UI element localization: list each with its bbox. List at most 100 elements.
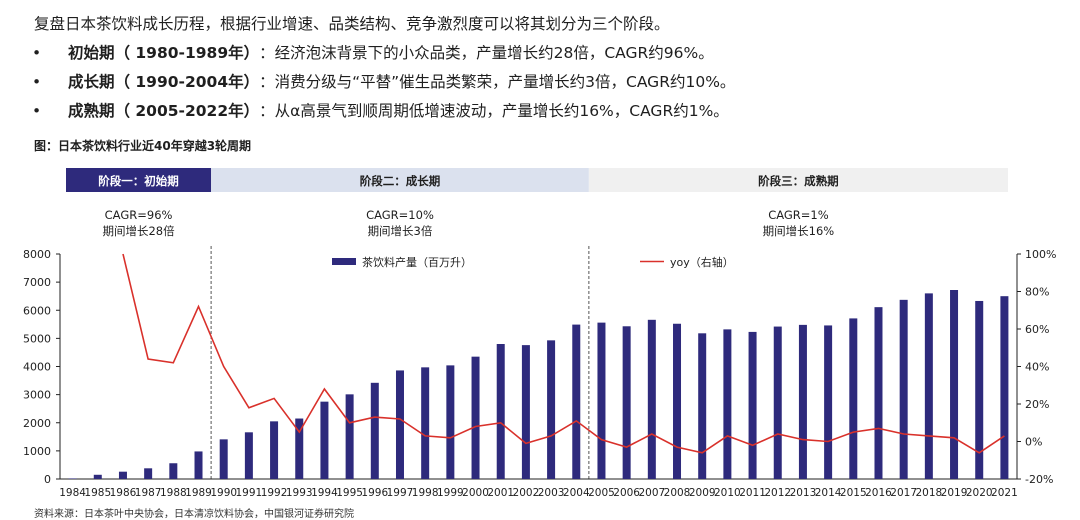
bar-1998 [421, 367, 430, 479]
x-tick-label: 2003 [538, 487, 565, 499]
bar-2019 [950, 290, 959, 479]
x-tick-label: 2018 [915, 487, 942, 499]
stage-band-2 [211, 168, 589, 192]
stage-label: 阶段三：成熟期 [758, 174, 839, 188]
x-tick-label: 2012 [764, 487, 791, 499]
stage-cagr-label: CAGR=10% [366, 208, 434, 222]
x-tick-label: 1987 [135, 487, 162, 499]
x-tick-label: 1996 [361, 487, 388, 499]
bullet-head: 成熟期（ 2005-2022年） [68, 102, 260, 120]
y-right-tick-label: 60% [1025, 323, 1049, 336]
yoy-line [122, 253, 1005, 454]
bullet-item-2: • 成长期（ 1990-2004年） ：消费分级与“平替”催生品类繁荣，产量增长… [32, 68, 735, 97]
stage-cagr-label: CAGR=1% [768, 208, 829, 222]
y-left-tick-label: 2000 [23, 417, 51, 430]
y-left-tick-label: 3000 [23, 389, 51, 402]
x-tick-label: 1995 [336, 487, 363, 499]
source-note: 资料来源：日本茶叶中央协会，日本清凉饮料协会，中国银河证券研究院 [34, 509, 354, 520]
bullet-head: 成长期（ 1990-2004年） [68, 73, 260, 91]
bar-2000 [471, 356, 480, 479]
x-tick-label: 2011 [739, 487, 766, 499]
x-tick-label: 2020 [966, 487, 993, 499]
bar-1990 [219, 439, 228, 479]
x-tick-label: 1991 [236, 487, 263, 499]
bar-2015 [849, 318, 858, 479]
bullet-dot-icon: • [32, 102, 42, 120]
x-tick-label: 1998 [412, 487, 439, 499]
bar-2008 [673, 323, 682, 479]
stage-growth-label: 期间增长3倍 [368, 224, 433, 238]
bar-2018 [924, 293, 933, 479]
bar-1991 [244, 432, 253, 479]
y-left-tick-label: 0 [44, 473, 51, 486]
stage-band-3 [588, 168, 1008, 192]
y-right-tick-label: 100% [1025, 248, 1056, 261]
y-left-tick-label: 7000 [23, 276, 51, 289]
x-tick-label: 2014 [815, 487, 842, 499]
x-tick-label: 2008 [664, 487, 691, 499]
x-tick-label: 1997 [387, 487, 414, 499]
intro-text: 复盘日本茶饮料成长历程，根据行业增速、品类结构、竞争激烈度可以将其划分为三个阶段… [32, 10, 735, 126]
x-tick-label: 2019 [941, 487, 968, 499]
stage-label: 阶段二：成长期 [360, 174, 441, 188]
intro-summary: 复盘日本茶饮料成长历程，根据行业增速、品类结构、竞争激烈度可以将其划分为三个阶段… [34, 15, 670, 33]
y-right-tick-label: 20% [1025, 398, 1049, 411]
bar-2013 [798, 324, 807, 479]
x-tick-label: 2015 [840, 487, 867, 499]
y-left-tick-label: 5000 [23, 332, 51, 345]
bar-1996 [370, 382, 379, 479]
stage-growth-label: 期间增长28倍 [102, 224, 175, 238]
bar-2007 [647, 319, 656, 479]
x-tick-label: 2000 [462, 487, 489, 499]
bar-1984 [68, 478, 77, 479]
x-tick-label: 2016 [865, 487, 892, 499]
y-right-tick-label: 0% [1025, 436, 1042, 449]
x-tick-label: 2004 [563, 487, 590, 499]
y-right-tick-label: 80% [1025, 286, 1049, 299]
bar-2010 [723, 329, 732, 479]
stage-growth-label: 期间增长16% [763, 224, 835, 238]
x-tick-label: 2013 [790, 487, 817, 499]
bar-2003 [547, 340, 556, 479]
x-tick-label: 2010 [714, 487, 741, 499]
x-tick-label: 2005 [588, 487, 615, 499]
bullet-item-3: • 成熟期（ 2005-2022年） ：从α高景气到顺周期低增速波动，产量增长约… [32, 97, 735, 126]
bar-1992 [270, 421, 279, 479]
x-tick-label: 2002 [513, 487, 540, 499]
x-tick-label: 2007 [638, 487, 665, 499]
production-chart: 阶段一：初始期 CAGR=96% 期间增长28倍 阶段二：成长期 CAGR=10% 期间增… [23, 168, 1056, 499]
x-tick-label: 1989 [185, 487, 212, 499]
bullet-text: ：从α高景气到顺周期低增速波动，产量增长约16%，CAGR约1%。 [259, 102, 729, 120]
bar-2021 [1000, 296, 1009, 479]
bar-2014 [824, 325, 833, 479]
bar-2009 [698, 333, 707, 479]
x-tick-label: 1994 [311, 487, 338, 499]
x-tick-label: 1984 [59, 487, 86, 499]
bar-2011 [748, 331, 757, 479]
bar-2005 [597, 322, 606, 479]
x-tick-label: 1990 [210, 487, 237, 499]
x-tick-label: 2006 [613, 487, 640, 499]
bar-2001 [496, 344, 505, 479]
bar-2012 [773, 326, 782, 479]
x-tick-label: 2017 [890, 487, 917, 499]
bar-2020 [975, 300, 984, 479]
bar-1995 [345, 394, 354, 479]
bullet-dot-icon: • [32, 44, 42, 62]
bullet-text: ：经济泡沫背景下的小众品类，产量增长约28倍，CAGR约96%。 [259, 44, 714, 62]
x-tick-label: 1985 [84, 487, 111, 499]
legend-bar-label: 茶饮料产量（百万升） [362, 255, 472, 269]
bar-1989 [194, 451, 203, 479]
bullet-dot-icon: • [32, 73, 42, 91]
stage-band-1 [66, 168, 212, 192]
bar-1986 [118, 471, 127, 479]
y-left-tick-label: 8000 [23, 248, 51, 261]
x-tick-label: 2009 [689, 487, 716, 499]
x-tick-label: 1999 [437, 487, 464, 499]
stage-label: 阶段一：初始期 [98, 174, 179, 188]
bar-2016 [874, 307, 883, 479]
x-tick-label: 1988 [160, 487, 187, 499]
bullet-item-1: • 初始期（ 1980-1989年） ：经济泡沫背景下的小众品类，产量增长约28… [32, 39, 735, 68]
y-right-tick-label: -20% [1025, 473, 1053, 486]
bar-1993 [295, 418, 304, 479]
